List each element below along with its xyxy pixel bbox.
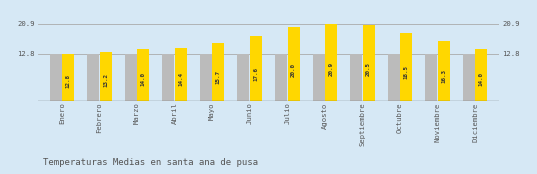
Bar	[275, 54, 287, 101]
Bar	[162, 54, 175, 101]
Bar	[425, 54, 437, 101]
Bar	[62, 54, 74, 101]
Text: 20.0: 20.0	[291, 63, 296, 77]
Text: Temperaturas Medias en santa ana de pusa: Temperaturas Medias en santa ana de pusa	[43, 158, 258, 167]
Text: 14.0: 14.0	[141, 72, 146, 86]
Text: 14.0: 14.0	[479, 72, 484, 86]
Bar	[125, 54, 137, 101]
Text: 14.4: 14.4	[178, 72, 183, 86]
Text: 17.6: 17.6	[253, 67, 258, 81]
Bar	[400, 33, 412, 101]
Bar	[100, 52, 112, 101]
Bar	[313, 54, 324, 101]
Text: 12.8: 12.8	[66, 74, 71, 88]
Text: 18.5: 18.5	[404, 65, 409, 79]
Bar	[287, 27, 300, 101]
Text: 20.5: 20.5	[366, 62, 371, 76]
Bar	[237, 54, 250, 101]
Text: 16.3: 16.3	[441, 69, 446, 83]
Bar	[362, 25, 375, 101]
Bar	[200, 54, 212, 101]
Bar	[250, 36, 262, 101]
Text: 13.2: 13.2	[103, 73, 108, 88]
Bar	[137, 49, 149, 101]
Bar	[88, 54, 99, 101]
Bar	[325, 24, 337, 101]
Bar	[213, 43, 224, 101]
Bar	[463, 54, 475, 101]
Text: 20.9: 20.9	[329, 62, 333, 76]
Bar	[350, 54, 362, 101]
Bar	[438, 41, 449, 101]
Text: 15.7: 15.7	[216, 70, 221, 84]
Bar	[175, 48, 187, 101]
Bar	[50, 54, 62, 101]
Bar	[388, 54, 400, 101]
Bar	[475, 49, 487, 101]
